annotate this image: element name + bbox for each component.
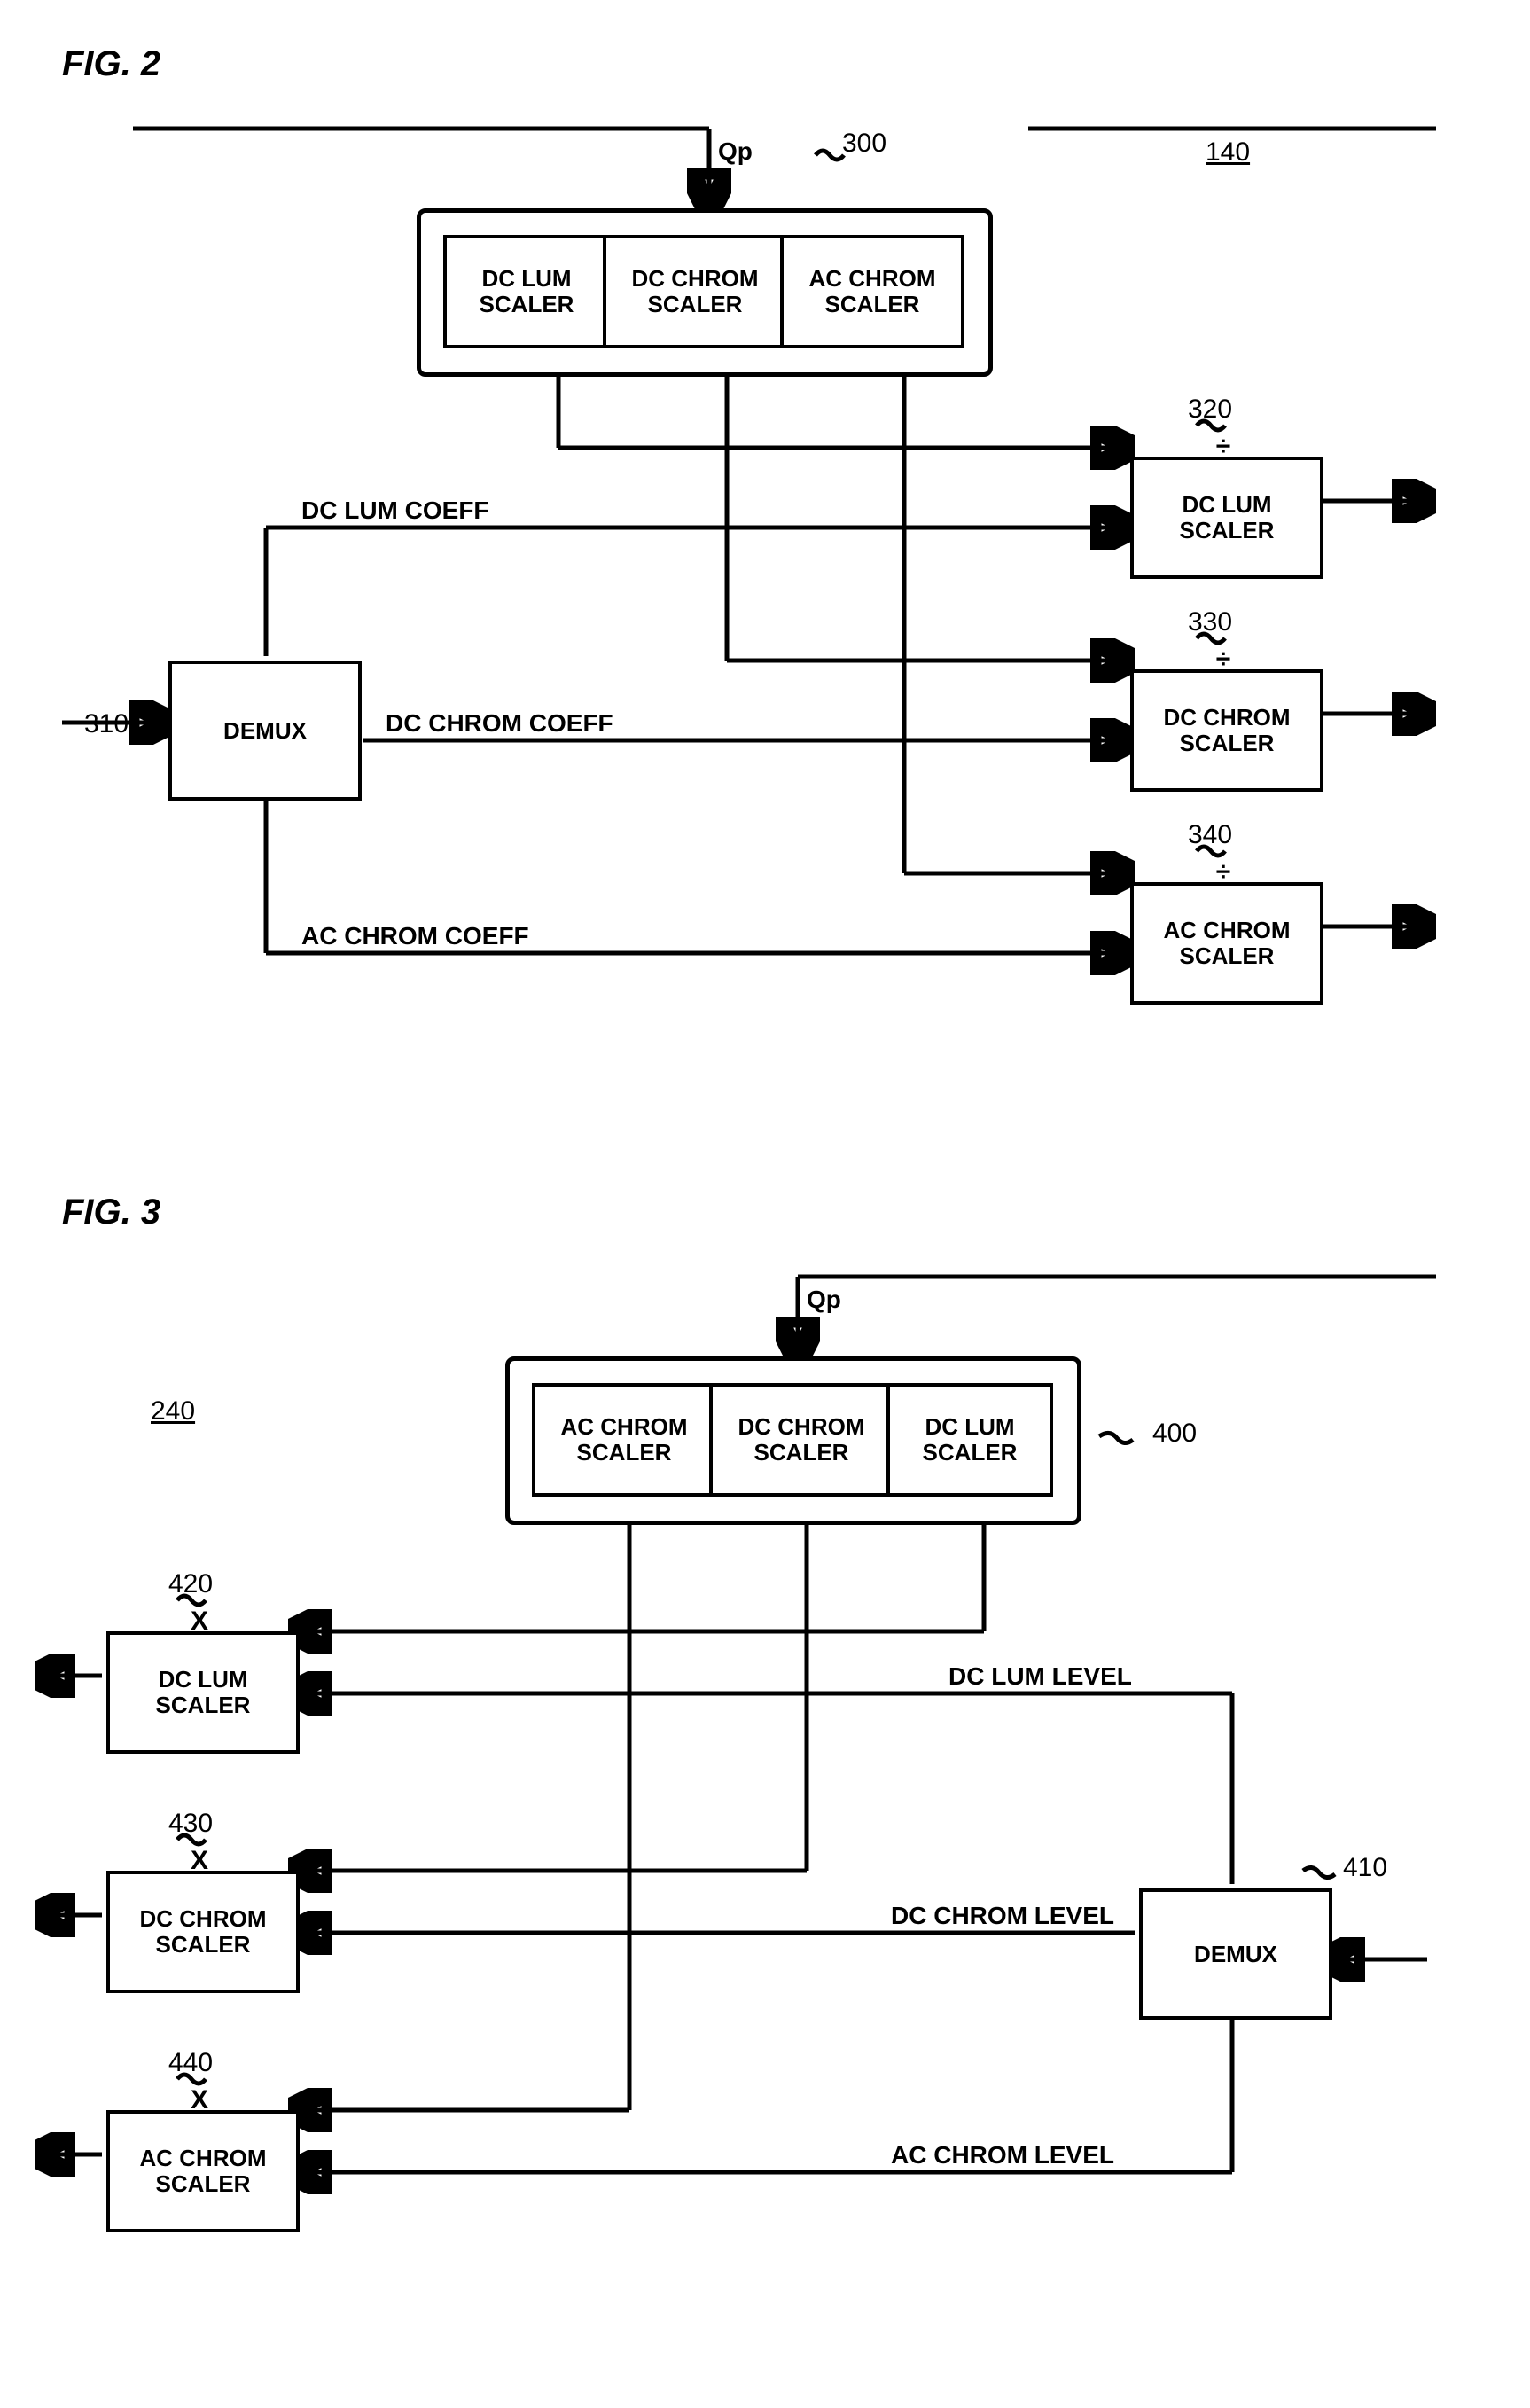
- box-440: AC CHROM SCALER: [106, 2110, 300, 2232]
- box-430: DC CHROM SCALER: [106, 1871, 300, 1993]
- lbl-dclum-coeff: DC LUM COEFF: [301, 496, 489, 525]
- ref-420: 420: [168, 1569, 213, 1599]
- demux-fig3: DEMUX: [1139, 1888, 1332, 2020]
- box-dclum-400: DC LUM SCALER: [886, 1383, 1053, 1497]
- fig3-title: FIG. 3: [62, 1192, 1495, 1232]
- qp-label-fig3: Qp: [807, 1286, 841, 1314]
- ref-430: 430: [168, 1809, 213, 1839]
- box-420: DC LUM SCALER: [106, 1631, 300, 1754]
- ref-440: 440: [168, 2048, 213, 2078]
- box-330: DC CHROM SCALER: [1130, 669, 1323, 792]
- fig2-diagram: 140 Qp 300 DC LUM SCALER DC CHROM SCALER…: [35, 102, 1454, 1122]
- ref-400: 400: [1152, 1419, 1197, 1449]
- ref-140: 140: [1206, 137, 1250, 168]
- ref-330: 330: [1188, 607, 1232, 637]
- lbl-dcchrom-coeff: DC CHROM COEFF: [386, 709, 613, 738]
- box-dcchrom-400: DC CHROM SCALER: [709, 1383, 894, 1497]
- lbl-acchrom-coeff: AC CHROM COEFF: [301, 922, 529, 950]
- box-320: DC LUM SCALER: [1130, 457, 1323, 579]
- ref-340: 340: [1188, 820, 1232, 850]
- fig3-diagram: 240 Qp AC CHROM SCALER DC CHROM SCALER D…: [35, 1250, 1454, 2270]
- qp-label-fig2: Qp: [718, 137, 753, 166]
- box-dclum-300: DC LUM SCALER: [443, 235, 610, 348]
- ref-320: 320: [1188, 395, 1232, 425]
- ref-310: 310: [84, 709, 129, 739]
- ref-410: 410: [1343, 1853, 1387, 1883]
- demux-fig2: DEMUX: [168, 661, 362, 801]
- box-340: AC CHROM SCALER: [1130, 882, 1323, 1005]
- ref-300: 300: [842, 129, 886, 159]
- lbl-dcchrom-level: DC CHROM LEVEL: [891, 1902, 1114, 1930]
- lbl-dclum-level: DC LUM LEVEL: [948, 1662, 1132, 1691]
- box-acchrom-400: AC CHROM SCALER: [532, 1383, 716, 1497]
- fig2-title: FIG. 2: [62, 44, 1495, 84]
- lbl-acchrom-level: AC CHROM LEVEL: [891, 2141, 1114, 2170]
- ref-240: 240: [151, 1396, 195, 1427]
- box-acchrom-300: AC CHROM SCALER: [780, 235, 964, 348]
- box-dcchrom-300: DC CHROM SCALER: [603, 235, 787, 348]
